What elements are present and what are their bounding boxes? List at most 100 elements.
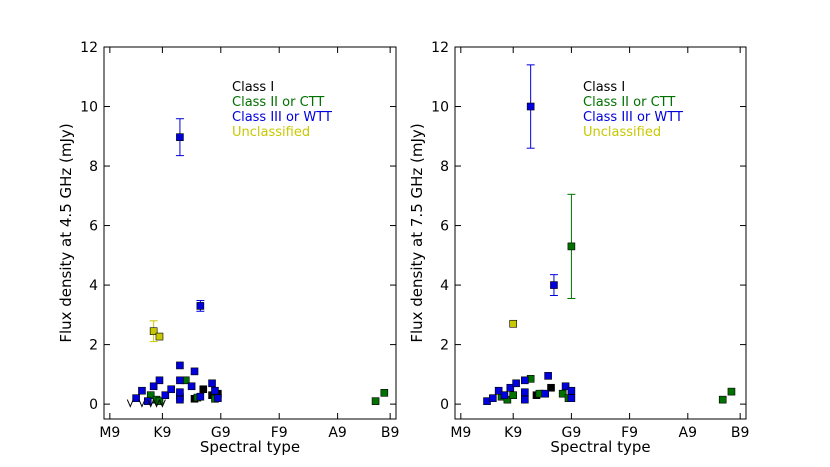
- data-point: [196, 302, 205, 310]
- data-point: [155, 376, 164, 385]
- legend-entry: Class II or CTT: [583, 95, 675, 110]
- data-point: [176, 376, 184, 385]
- data-point: [161, 391, 170, 399]
- data-point: [547, 383, 555, 392]
- data-point: [380, 389, 389, 397]
- x-tick-label: M9: [99, 425, 120, 441]
- x-axis-label: Spectral type: [200, 438, 300, 456]
- x-tick-label: F9: [271, 425, 288, 441]
- series-unclassified: [149, 320, 164, 343]
- x-tick-label: K9: [504, 425, 522, 441]
- upper-limit-marker: [126, 399, 134, 408]
- y-tick-label: 6: [89, 219, 98, 235]
- data-point: [190, 367, 199, 376]
- y-tick-label: 0: [89, 397, 98, 413]
- data-point: [149, 327, 158, 336]
- data-point: [176, 388, 184, 397]
- data-point: [541, 389, 550, 398]
- panel-1: 0 2 4 6 8 10 12 M9 K9 G9 F9 A9 B9 Spectral type Flux d…: [57, 40, 399, 456]
- x-tick-label: B9: [731, 425, 750, 441]
- data-point: [144, 397, 152, 405]
- legend-entry: Class I: [583, 80, 625, 95]
- legend-entry: Class I: [232, 80, 274, 95]
- upper-limit-marker: [138, 399, 146, 408]
- data-point: [561, 382, 570, 391]
- y-tick-label: 2: [440, 338, 449, 354]
- legend-entry: Unclassified: [232, 125, 310, 140]
- data-point: [149, 382, 158, 391]
- data-point: [727, 387, 736, 396]
- data-point: [176, 395, 184, 404]
- data-point: [132, 394, 140, 402]
- y-tick-label: 12: [80, 40, 98, 56]
- data-point: [187, 382, 196, 391]
- y-tick-label: 8: [440, 159, 449, 175]
- data-point: [167, 385, 175, 394]
- data-point: [526, 102, 535, 111]
- data-point: [176, 133, 184, 141]
- x-tick-label: A9: [679, 425, 697, 441]
- y-tick-label: 4: [440, 278, 449, 294]
- data-point: [512, 379, 520, 388]
- upper-limit-marker: [158, 399, 166, 408]
- data-point: [500, 391, 509, 399]
- x-tick-label: F9: [621, 425, 638, 441]
- y-tick-label: 10: [80, 100, 98, 116]
- data-point: [155, 332, 164, 341]
- data-point: [208, 379, 216, 388]
- plot-frame: [103, 46, 397, 420]
- data-point: [567, 242, 576, 251]
- data-point: [509, 391, 518, 399]
- y-tick-label: 8: [89, 159, 98, 175]
- series-class-ii-or-ctt: [497, 193, 736, 404]
- x-tick-label: M9: [450, 425, 471, 441]
- legend-entry: Class III or WTT: [232, 110, 332, 125]
- legend-entry: Class II or CTT: [232, 95, 324, 110]
- upper-limit-marker: [147, 399, 155, 408]
- x-axis-label: Spectral type: [550, 438, 650, 456]
- y-tick-label: 2: [89, 338, 98, 354]
- data-point: [196, 392, 205, 401]
- data-point: [211, 386, 219, 395]
- upper-limit-marker: [153, 399, 161, 408]
- data-point: [138, 386, 146, 395]
- data-point: [509, 319, 518, 328]
- y-tick-label: 0: [440, 397, 449, 413]
- data-point: [214, 394, 222, 402]
- x-tick-label: K9: [153, 425, 171, 441]
- data-point: [199, 385, 208, 394]
- series-unclassified: [509, 319, 518, 328]
- data-point: [567, 386, 576, 395]
- plot-frame: [454, 46, 747, 420]
- x-tick-label: G9: [211, 425, 231, 441]
- legend-entry: Unclassified: [583, 125, 661, 140]
- y-tick-label: 12: [431, 40, 449, 56]
- y-tick-label: 4: [89, 278, 98, 294]
- data-point: [521, 388, 529, 397]
- y-axis-label: Flux density at 7.5 GHz (mJy): [408, 123, 426, 342]
- data-point: [371, 397, 380, 405]
- data-point: [521, 376, 529, 385]
- data-point: [718, 395, 727, 404]
- data-point: [544, 372, 552, 380]
- x-tick-label: B9: [381, 425, 400, 441]
- legend-entry: Class III or WTT: [583, 110, 683, 125]
- y-tick-label: 10: [431, 100, 449, 116]
- data-point: [550, 281, 558, 289]
- data-point: [558, 389, 567, 398]
- x-tick-label: A9: [328, 425, 346, 441]
- series-class-iii-or-wtt: [483, 64, 576, 405]
- y-axis-label: Flux density at 4.5 GHz (mJy): [57, 123, 75, 342]
- data-point: [489, 394, 497, 402]
- panel-2: 0 2 4 6 8 10 12 M9 K9 G9 F9 A9 B9 Spectral type Flux d…: [408, 40, 749, 456]
- series-class-iii-or-wtt: [132, 118, 222, 405]
- data-point: [521, 395, 529, 404]
- data-point: [176, 361, 184, 370]
- data-point: [506, 383, 515, 392]
- data-point: [567, 394, 576, 402]
- x-tick-label: G9: [562, 425, 582, 441]
- data-point: [155, 397, 164, 405]
- data-point: [494, 386, 503, 395]
- y-tick-label: 6: [440, 219, 449, 235]
